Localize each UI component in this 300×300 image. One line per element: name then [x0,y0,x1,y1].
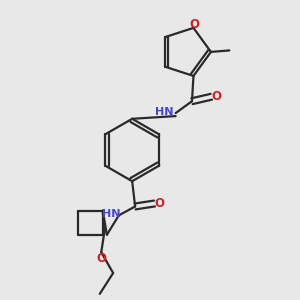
Text: O: O [189,18,200,31]
Text: O: O [155,197,165,210]
Text: O: O [212,90,222,103]
Text: O: O [96,252,106,265]
Text: HN: HN [102,209,121,219]
Text: HN: HN [155,107,174,117]
